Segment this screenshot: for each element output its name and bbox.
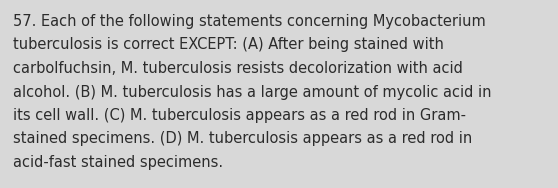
- Text: its cell wall. (C) M. tuberculosis appears as a red rod in Gram-: its cell wall. (C) M. tuberculosis appea…: [13, 108, 466, 123]
- Text: tuberculosis is correct EXCEPT: (A) After being stained with: tuberculosis is correct EXCEPT: (A) Afte…: [13, 37, 444, 52]
- Text: 57. Each of the following statements concerning Mycobacterium: 57. Each of the following statements con…: [13, 14, 486, 29]
- Text: alcohol. (B) M. tuberculosis has a large amount of mycolic acid in: alcohol. (B) M. tuberculosis has a large…: [13, 84, 492, 99]
- Text: stained specimens. (D) M. tuberculosis appears as a red rod in: stained specimens. (D) M. tuberculosis a…: [13, 131, 472, 146]
- Text: acid-fast stained specimens.: acid-fast stained specimens.: [13, 155, 223, 170]
- Text: carbolfuchsin, M. tuberculosis resists decolorization with acid: carbolfuchsin, M. tuberculosis resists d…: [13, 61, 463, 76]
